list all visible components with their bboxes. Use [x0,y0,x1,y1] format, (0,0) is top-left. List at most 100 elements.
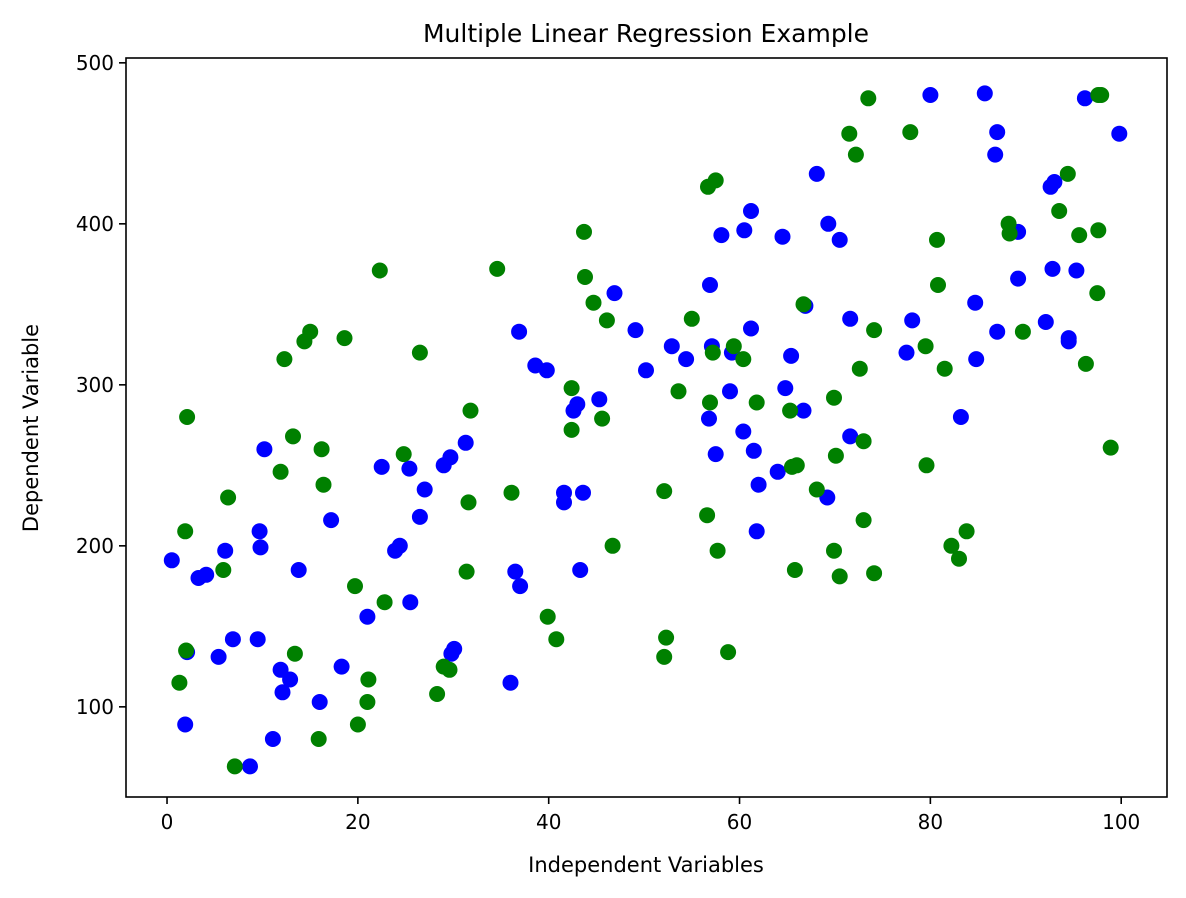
data-point [898,344,915,361]
data-point [282,671,299,688]
data-point [458,563,475,580]
data-point [1037,314,1054,330]
data-point [507,563,524,580]
data-point [769,463,786,480]
data-point [699,507,716,524]
data-points [163,85,1128,775]
y-tick-label: 300 [76,373,114,397]
data-point [743,320,759,337]
data-point [429,686,446,702]
data-point [347,578,363,595]
data-point [782,402,799,419]
data-point [310,731,327,747]
data-point [951,550,967,567]
data-point [735,423,752,440]
data-point [503,484,520,501]
data-point [847,146,864,163]
data-point [1059,165,1076,182]
data-point [702,277,718,293]
data-point [1076,90,1093,107]
data-point [1001,225,1018,242]
data-point [989,124,1006,141]
data-point [958,523,975,540]
y-tick-label: 100 [76,695,114,719]
data-point [777,380,794,397]
data-point [401,460,418,477]
data-point [709,542,726,559]
data-point [416,481,433,498]
data-point [842,310,859,327]
data-point [489,260,506,277]
data-point [302,323,319,340]
data-point [967,294,984,311]
x-axis-label: Independent Variables [528,853,764,877]
data-point [163,552,180,569]
data-point [276,351,293,368]
data-point [460,494,477,511]
data-point [827,447,844,464]
data-point [311,694,328,710]
y-axis: 100 200 300 400 500 [76,51,126,719]
data-point [627,322,644,339]
data-point [577,269,593,285]
x-tick-label: 80 [918,810,943,834]
data-point [989,323,1006,340]
data-point [750,476,767,493]
data-point [511,323,528,340]
data-point [722,383,738,400]
data-point [1111,125,1128,142]
data-point [349,716,366,733]
data-point [842,428,859,445]
data-point [808,481,825,498]
data-point [855,512,872,529]
data-point [841,125,858,142]
data-point [242,758,258,775]
data-point [502,674,519,691]
data-point [826,389,842,406]
data-point [855,433,872,450]
data-point [286,645,303,662]
data-point [702,394,718,411]
data-point [402,594,419,611]
y-tick-label: 200 [76,534,114,558]
data-point [411,344,428,361]
data-point [707,172,724,189]
data-point [707,446,724,463]
data-point [274,684,291,701]
data-point [663,338,680,355]
data-point [576,223,592,240]
data-point [359,694,376,710]
data-point [736,222,753,239]
data-point [285,428,301,445]
data-point [179,409,196,425]
x-tick-label: 0 [161,810,174,834]
data-point [256,441,273,458]
data-point [210,648,227,665]
data-point [556,484,572,501]
data-point [539,608,556,625]
data-point [713,227,730,244]
data-point [442,449,459,466]
data-point [831,231,848,248]
data-point [720,644,737,661]
data-point [391,537,408,554]
data-point [1077,355,1094,372]
data-point [795,402,812,419]
data-point [598,312,615,329]
data-point [976,85,993,102]
data-point [1046,174,1063,190]
data-point [1044,260,1061,277]
data-point [831,568,848,585]
data-point [918,457,935,474]
data-point [178,642,195,659]
data-point [904,312,921,329]
data-point [1068,262,1085,279]
x-tick-label: 40 [536,810,561,834]
data-point [795,296,812,313]
x-tick-label: 100 [1102,810,1140,834]
data-point [987,146,1004,163]
data-point [359,608,376,625]
data-point [638,362,654,379]
